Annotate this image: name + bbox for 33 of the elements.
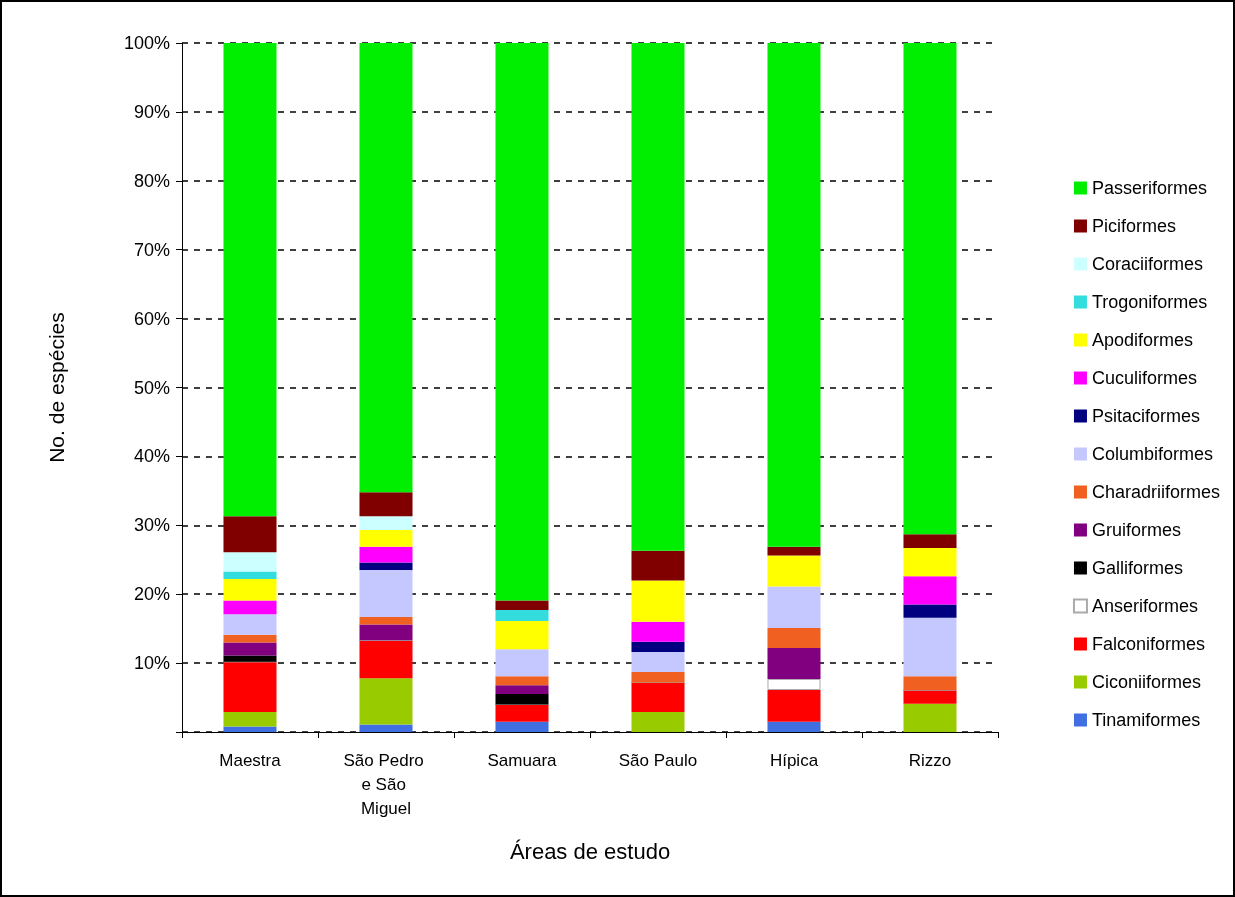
legend-label: Apodiformes bbox=[1091, 330, 1194, 350]
y-tick-label: 20% bbox=[133, 584, 170, 605]
legend-label: Trogoniformes bbox=[1091, 292, 1208, 312]
x-tick-label: Maestra bbox=[219, 750, 282, 770]
legend-label: Columbiformes bbox=[1091, 444, 1214, 464]
legend-label: Ciconiiformes bbox=[1091, 672, 1201, 692]
y-tick-label: 70% bbox=[133, 239, 170, 260]
legend-label: Anseriformes bbox=[1091, 596, 1198, 616]
y-tick-label: 50% bbox=[133, 377, 170, 398]
y-tick-label: 90% bbox=[133, 101, 170, 122]
y-tick-label: 100% bbox=[123, 33, 170, 53]
x-tick-label: São Paulo bbox=[618, 750, 698, 770]
y-tick-label: 60% bbox=[133, 308, 170, 329]
legend-label: Coraciiformes bbox=[1091, 254, 1203, 274]
y-tick-label: 80% bbox=[133, 170, 170, 191]
x-tick-label: Hípica bbox=[769, 750, 819, 770]
legend-label: Falconiformes bbox=[1091, 634, 1206, 654]
legend-label: Galliformes bbox=[1091, 558, 1183, 578]
legend-label: Piciformes bbox=[1091, 216, 1176, 236]
x-axis-title: Áreas de estudo bbox=[509, 838, 671, 864]
legend-label: Gruiformes bbox=[1091, 520, 1181, 540]
legend-label: Psitaciformes bbox=[1091, 406, 1200, 426]
x-tick-label: Samuara bbox=[487, 750, 558, 770]
y-tick-label: 10% bbox=[133, 653, 170, 674]
y-tick-label: 30% bbox=[133, 515, 170, 536]
legend-label: Passeriformes bbox=[1091, 178, 1207, 198]
x-tick-label: São Pedro e São Miguel bbox=[343, 750, 429, 818]
legend-label: Cuculiformes bbox=[1091, 368, 1197, 388]
x-tick-label: Rizzo bbox=[908, 750, 952, 770]
y-axis-title: No. de espécies bbox=[45, 312, 68, 463]
legend-label: Charadriiformes bbox=[1091, 482, 1221, 502]
y-tick-label: 40% bbox=[133, 446, 170, 467]
legend-label: Tinamiformes bbox=[1091, 710, 1201, 730]
